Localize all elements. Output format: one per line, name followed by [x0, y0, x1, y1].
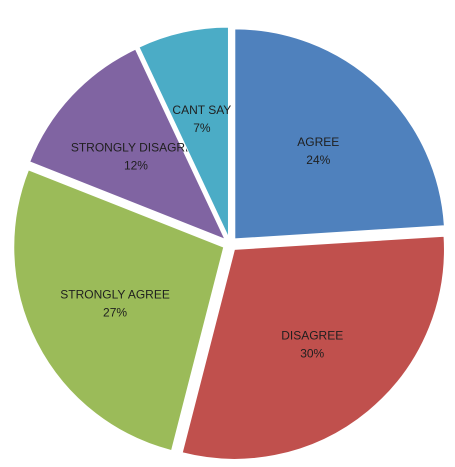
slice-label-agree: AGREE — [297, 135, 339, 149]
pie-slice-strongly-disagree — [28, 48, 226, 241]
slice-label-cant-say: CANT SAY — [172, 103, 231, 117]
slice-label-disagree: DISAGREE — [281, 328, 343, 342]
slice-value-strongly-disagree: 12% — [124, 159, 148, 173]
pie-slice-disagree — [181, 235, 445, 460]
slice-value-disagree: 30% — [300, 346, 324, 360]
slice-label-strongly-disagree: STRONGLY DISAGREE — [71, 141, 201, 155]
slice-value-agree: 24% — [306, 153, 330, 167]
pie-slice-agree — [234, 28, 445, 240]
slice-value-strongly-agree: 27% — [103, 306, 127, 320]
slice-value-cant-say: 7% — [193, 121, 211, 135]
slice-label-strongly-agree: STRONGLY AGREE — [60, 288, 170, 302]
pie-slice-strongly-agree — [13, 169, 225, 452]
pie-slice-cant-say — [138, 26, 229, 238]
